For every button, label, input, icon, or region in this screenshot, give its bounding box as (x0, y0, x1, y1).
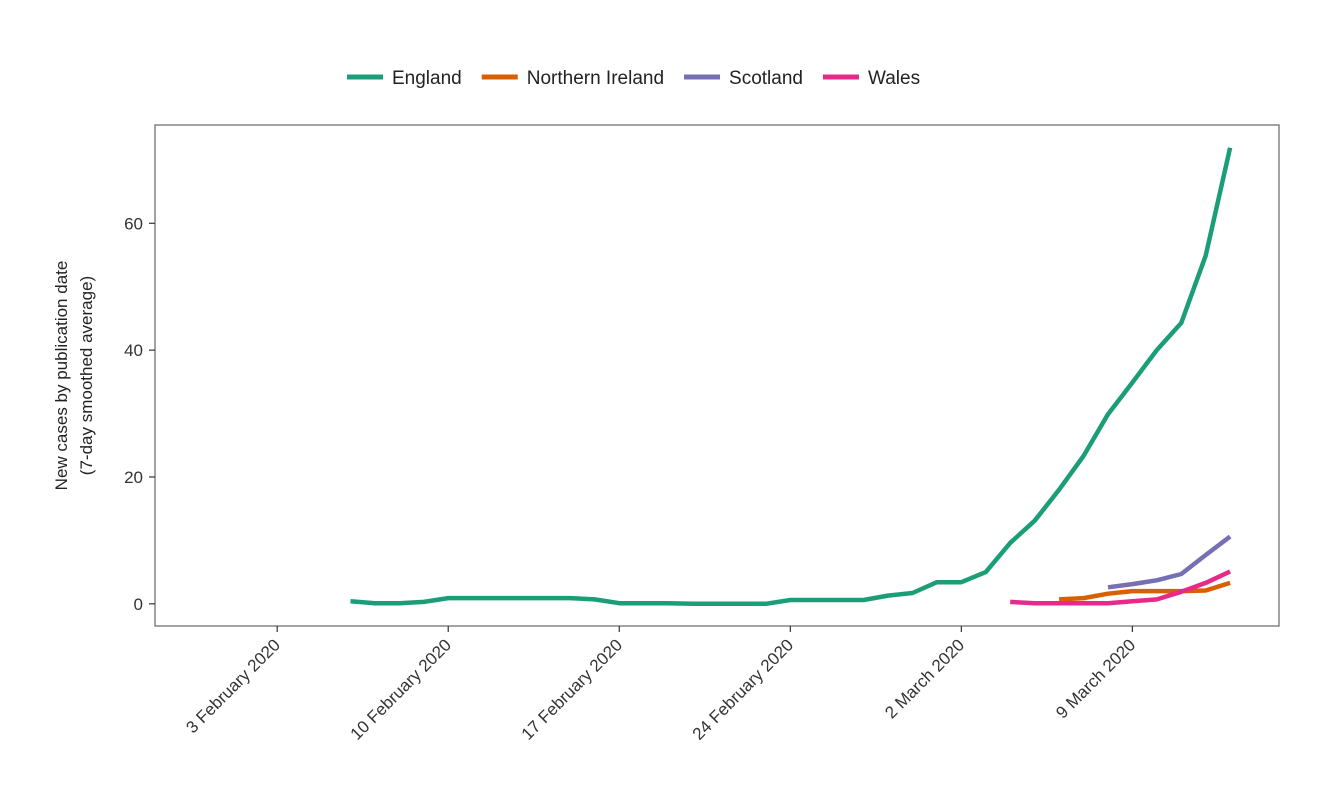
series-layer (350, 147, 1233, 607)
y-axis-title-line: New cases by publication date (52, 261, 71, 491)
legend-label: Northern Ireland (527, 68, 664, 89)
x-tick-label: 9 March 2020 (1052, 635, 1139, 722)
legend-label: Wales (868, 68, 920, 89)
series-line-wales (1010, 569, 1232, 606)
y-axis-title-line: (7-day smoothed average) (77, 276, 96, 475)
y-tick-label: 20 (124, 468, 143, 487)
legend-label: Scotland (729, 68, 803, 89)
legend-label: England (392, 68, 462, 89)
x-tick-label: 2 March 2020 (881, 635, 968, 722)
legend-item-england: England (347, 68, 462, 89)
x-tick-label: 3 February 2020 (182, 635, 284, 737)
y-tick-label: 0 (134, 595, 143, 614)
y-axis: 0 20 40 60 (124, 214, 155, 614)
x-tick-label: 10 February 2020 (347, 635, 455, 743)
series-line-northern-ireland (1058, 580, 1231, 602)
legend-item-wales: Wales (822, 68, 920, 89)
y-tick-label: 60 (124, 214, 143, 233)
legend-item-scotland: Scotland (684, 68, 803, 89)
x-axis: 3 February 2020 10 February 2020 17 Februa… (182, 626, 1139, 744)
series-line-england (350, 147, 1233, 607)
y-axis-title: New cases by publication date (7-day smoo… (52, 261, 96, 491)
x-tick-label: 17 February 2020 (518, 635, 626, 743)
legend-item-northern-ireland: Northern Ireland (481, 68, 664, 89)
plot-frame (154, 124, 1280, 627)
series-line-scotland (1107, 534, 1232, 590)
x-tick-label: 24 February 2020 (689, 635, 797, 743)
y-tick-label: 40 (124, 341, 143, 360)
legend: England Northern Ireland Scotland Wales (347, 68, 920, 89)
